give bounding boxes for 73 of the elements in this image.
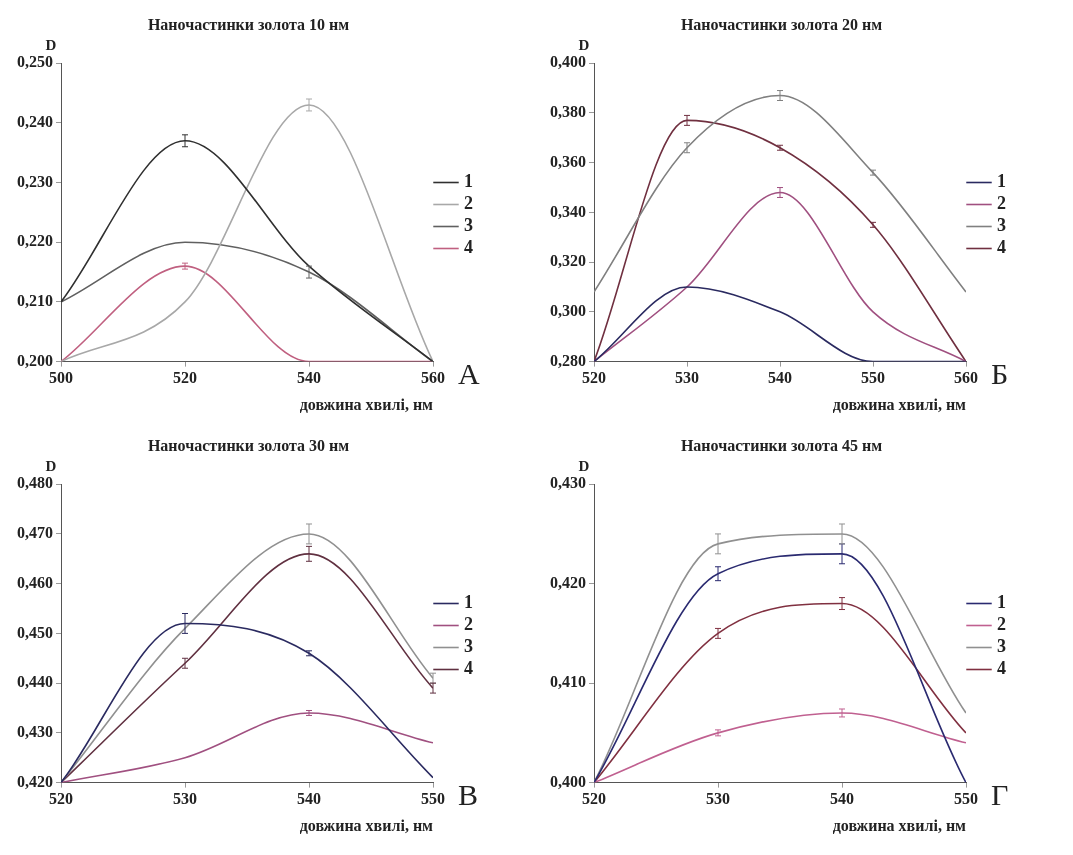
x-tick-label: 540 [768, 369, 792, 387]
legend-label: 2 [997, 193, 1006, 214]
y-axis-title: D [578, 36, 590, 53]
y-tick-label: 0,410 [550, 673, 586, 691]
y-tick-label: 0,240 [17, 113, 53, 131]
y-tick-label: 0,360 [550, 152, 586, 170]
y-tick-label: 0,400 [550, 53, 586, 71]
legend-label: 3 [464, 215, 473, 236]
y-tick-label: 0,430 [550, 474, 586, 492]
y-tick-label: 0,320 [550, 252, 586, 270]
x-tick-label: 550 [861, 369, 885, 387]
y-tick-label: 0,220 [17, 232, 53, 250]
legend-label: 2 [997, 614, 1006, 635]
x-tick-label: 540 [297, 369, 321, 387]
y-tick-label: 0,480 [17, 474, 53, 492]
legend-label: 1 [997, 592, 1006, 613]
chart-title: Наночастинки золота 30 нм [147, 436, 350, 454]
y-tick-label: 0,430 [17, 723, 53, 741]
x-tick-label: 530 [706, 790, 730, 808]
legend-label: 1 [464, 592, 473, 613]
legend-label: 2 [464, 193, 473, 214]
legend-label: 4 [997, 237, 1006, 258]
x-tick-label: 550 [954, 790, 978, 808]
chart-title: Наночастинки золота 45 нм [680, 436, 883, 454]
legend-label: 3 [997, 636, 1006, 657]
x-tick-label: 530 [675, 369, 699, 387]
y-axis-title: D [45, 36, 57, 53]
legend-label: 1 [464, 171, 473, 192]
text: Б [991, 357, 1009, 391]
x-tick-label: 530 [173, 790, 197, 808]
x-tick-label: 520 [582, 790, 606, 808]
chart-title: Наночастинки золота 20 нм [680, 15, 883, 33]
x-tick-label: 520 [173, 369, 197, 387]
y-tick-label: 0,420 [17, 772, 53, 790]
y-axis-title: D [578, 457, 590, 474]
y-tick-label: 0,200 [17, 351, 53, 369]
legend-label: 4 [464, 658, 473, 679]
y-axis-title: D [45, 457, 57, 474]
x-tick-label: 550 [421, 790, 445, 808]
x-axis-title: довжина хвилі, нм [832, 395, 967, 413]
x-tick-label: 500 [49, 369, 73, 387]
y-tick-label: 0,450 [17, 623, 53, 641]
text: А [458, 357, 480, 391]
legend-label: 1 [997, 171, 1006, 192]
y-tick-label: 0,280 [550, 351, 586, 369]
x-tick-label: 560 [421, 369, 445, 387]
y-tick-label: 0,380 [550, 103, 586, 121]
x-axis-title: довжина хвилі, нм [299, 816, 434, 834]
legend-label: 2 [464, 614, 473, 635]
y-tick-label: 0,460 [17, 573, 53, 591]
y-tick-label: 0,420 [550, 573, 586, 591]
y-tick-label: 0,300 [550, 302, 586, 320]
x-axis-title: довжина хвилі, нм [832, 816, 967, 834]
y-tick-label: 0,210 [17, 292, 53, 310]
y-tick-label: 0,230 [17, 172, 53, 190]
legend-label: 4 [997, 658, 1006, 679]
y-tick-label: 0,470 [17, 524, 53, 542]
y-tick-label: 0,250 [17, 53, 53, 71]
legend-label: 3 [997, 215, 1006, 236]
legend-label: 3 [464, 636, 473, 657]
x-tick-label: 560 [954, 369, 978, 387]
y-tick-label: 0,400 [550, 772, 586, 790]
x-axis-title: довжина хвилі, нм [299, 395, 434, 413]
text: Г [991, 778, 1009, 812]
x-tick-label: 540 [297, 790, 321, 808]
x-tick-label: 540 [830, 790, 854, 808]
x-tick-label: 520 [49, 790, 73, 808]
text: В [458, 778, 479, 812]
chart-title: Наночастинки золота 10 нм [147, 15, 350, 33]
x-tick-label: 520 [582, 369, 606, 387]
y-tick-label: 0,440 [17, 673, 53, 691]
legend-label: 4 [464, 237, 473, 258]
y-tick-label: 0,340 [550, 202, 586, 220]
